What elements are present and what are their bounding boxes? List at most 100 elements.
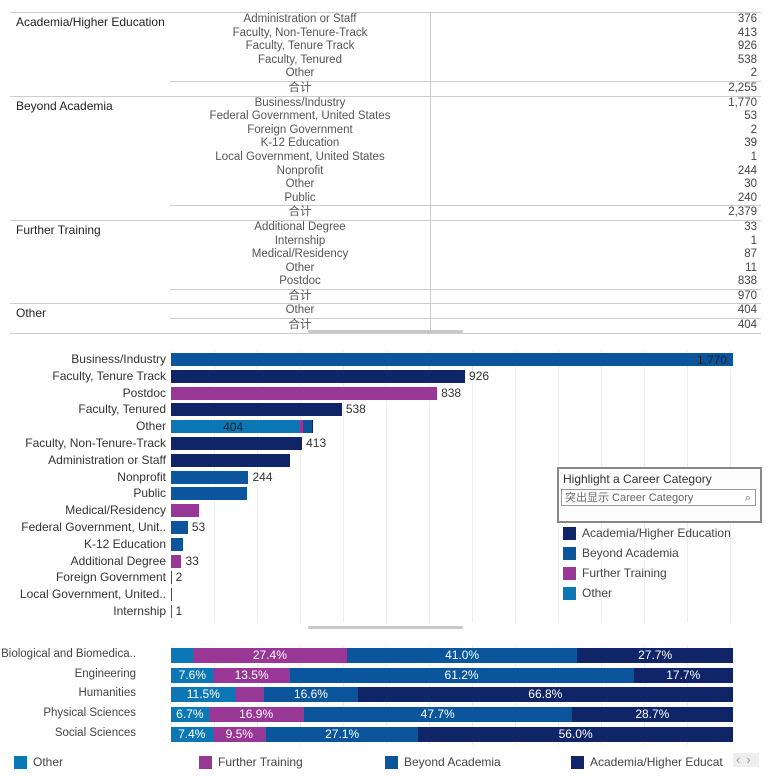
row-label: Other — [285, 304, 315, 317]
legend-swatch — [571, 756, 584, 770]
gridline — [343, 350, 344, 622]
row-label: Nonprofit — [276, 164, 324, 177]
row-label: Local Government, United States — [215, 150, 385, 163]
row-value: 39 — [744, 137, 757, 150]
table-row: Faculty, Non-Tenure-Track 413 — [10, 27, 761, 41]
bar-segment[interactable] — [302, 420, 313, 434]
row-value: 2 — [750, 67, 757, 80]
legend-swatch — [563, 527, 576, 541]
total-row: 合计 2,379 — [170, 205, 761, 220]
stack-segment[interactable]: 16.9% — [208, 707, 304, 723]
bar-segment[interactable] — [171, 470, 249, 484]
legend-label: Beyond Academia — [582, 546, 679, 560]
legend-item[interactable]: Other — [14, 755, 63, 770]
bar-segment[interactable] — [171, 554, 182, 568]
bar-label: Faculty, Non-Tenure-Track — [25, 436, 166, 450]
stack-segment[interactable]: 27.7% — [577, 648, 733, 663]
bar-label: Nonprofit — [117, 469, 166, 484]
row-value: 838 — [737, 275, 757, 288]
table-row: Local Government, United States 1 — [10, 151, 761, 165]
bar-segment[interactable] — [299, 420, 303, 434]
bar-segment[interactable] — [171, 487, 248, 501]
table-group: Beyond Academia Business/Industry 1,770 Fed… — [10, 95, 761, 220]
row-value: 11 — [745, 261, 757, 274]
bar-segment[interactable] — [312, 420, 313, 434]
group-name: Beyond Academia — [16, 98, 113, 113]
row-label: Humanities — [78, 687, 136, 700]
bar-label: Medical/Residency — [65, 503, 166, 518]
stack-segment[interactable]: 6.7% — [171, 707, 209, 723]
bar-segment[interactable] — [171, 369, 466, 383]
legend-item[interactable]: Academia/Higher Education — [563, 526, 731, 541]
legend-prev-button[interactable]: ‹ — [736, 752, 741, 767]
stack-segment[interactable]: 9.5% — [212, 726, 266, 742]
table-row: Medical/Residency 87 — [10, 248, 761, 262]
row-label: Federal Government, United States — [209, 110, 391, 123]
stack-segment[interactable]: 28.7% — [571, 707, 733, 723]
stack-segment[interactable] — [171, 648, 193, 663]
bar-segment[interactable] — [171, 420, 300, 434]
data-label: 244 — [252, 469, 273, 484]
legend-label: Academia/Higher Education — [582, 526, 731, 540]
stack-segment[interactable]: 66.8% — [357, 687, 733, 703]
legend-item[interactable]: Further Training — [199, 755, 303, 770]
bar-label: Local Government, United.. — [19, 587, 166, 602]
legend-item[interactable]: Other — [563, 586, 612, 601]
bar-segment[interactable] — [171, 571, 172, 585]
bar-label: Internship — [113, 604, 166, 618]
bar-label: Foreign Government — [55, 570, 166, 585]
legend-label: Beyond Academia — [404, 755, 501, 769]
row-value: 376 — [737, 13, 757, 25]
pane-divider[interactable] — [308, 330, 463, 333]
bar-segment[interactable] — [171, 521, 188, 534]
table-row: Internship 1 — [10, 235, 761, 249]
stack-segment[interactable]: 7.4% — [171, 726, 213, 742]
stack-segment[interactable]: 27.4% — [192, 648, 347, 663]
bar-segment[interactable] — [171, 588, 172, 602]
legend-item[interactable]: Beyond Academia — [385, 755, 501, 770]
gridline — [214, 350, 215, 622]
row-value: 244 — [737, 164, 757, 177]
total-row: 合计 404 — [170, 318, 761, 333]
data-label: 838 — [441, 385, 462, 400]
stack-segment[interactable]: 27.1% — [265, 726, 419, 742]
bar-segment[interactable] — [171, 453, 291, 467]
bar-segment[interactable] — [171, 537, 184, 551]
stack-segment[interactable]: 17.7% — [633, 667, 733, 683]
row-label: Physical Sciences — [43, 707, 136, 720]
table-row: Additional Degree 33 — [10, 221, 761, 235]
stack-segment[interactable]: 13.5% — [213, 667, 290, 683]
bar-segment[interactable] — [171, 403, 342, 417]
data-label: 538 — [345, 402, 366, 417]
total-value: 404 — [737, 319, 757, 332]
total-value: 970 — [737, 289, 757, 302]
stack-segment[interactable]: 56.0% — [418, 726, 733, 742]
bar-segment[interactable] — [171, 353, 733, 366]
bar-segment[interactable] — [171, 386, 438, 400]
stack-segment[interactable]: 61.2% — [289, 667, 634, 683]
pane-divider-2[interactable] — [308, 626, 463, 629]
stack-segment[interactable]: 7.6% — [171, 667, 214, 683]
row-value: 2 — [750, 123, 757, 136]
stack-segment[interactable]: 11.5% — [171, 687, 236, 703]
bar-segment[interactable] — [171, 437, 303, 450]
stack-segment[interactable]: 16.6% — [264, 687, 358, 703]
bar-label: Administration or Staff — [48, 452, 166, 467]
table-group: Academia/Higher Education Administration … — [10, 12, 761, 96]
total-row: 合计 2,255 — [170, 80, 761, 96]
bar-label: Faculty, Tenure Track — [52, 368, 166, 383]
highlight-placeholder: 突出显示 Career Category — [565, 492, 694, 504]
stack-segment[interactable] — [235, 687, 265, 703]
stack-segment[interactable]: 41.0% — [346, 648, 578, 663]
legend-item[interactable]: Beyond Academia — [563, 546, 679, 561]
stack-segment[interactable]: 47.7% — [303, 707, 572, 723]
highlight-search-input[interactable]: 突出显示 Career Category ⌕ — [561, 489, 756, 506]
legend-item[interactable]: Further Training — [563, 566, 667, 581]
career-crosstab: Academia/Higher Education Administration … — [10, 12, 761, 334]
legend-item[interactable]: Academia/Higher Educat — [571, 755, 731, 770]
row-value: 1 — [750, 150, 757, 163]
row-label: Social Sciences — [54, 726, 136, 739]
legend-next-button[interactable]: › — [746, 752, 751, 767]
bar-segment[interactable] — [171, 504, 199, 518]
bar-segment[interactable] — [171, 605, 172, 618]
